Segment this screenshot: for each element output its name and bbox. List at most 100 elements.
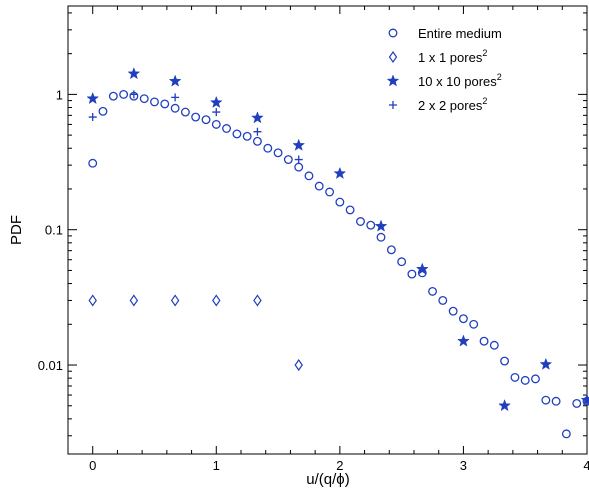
circle-marker — [469, 319, 479, 329]
legend-label-superscript: 2 — [482, 96, 487, 106]
circle-marker — [428, 286, 437, 296]
y-axis-title: PDF — [8, 215, 25, 245]
circle-marker — [170, 103, 180, 113]
circle-marker — [263, 143, 273, 153]
plus-marker — [294, 155, 303, 164]
diamond-marker — [170, 294, 180, 307]
circle-marker — [438, 296, 448, 305]
circle-marker — [294, 162, 304, 172]
circle-marker — [572, 398, 582, 408]
diamond-marker — [129, 294, 139, 307]
circle-marker — [211, 119, 221, 129]
legend-plus-marker — [389, 101, 397, 109]
circle-marker — [98, 106, 108, 116]
circle-marker — [304, 171, 314, 181]
star-marker — [251, 111, 264, 124]
y-tick-label: 0.1 — [45, 223, 63, 238]
star-marker — [539, 357, 553, 370]
circle-marker — [458, 314, 468, 324]
legend-label-text: 10 x 10 pores — [418, 74, 497, 89]
circle-marker — [314, 181, 324, 191]
circle-marker — [531, 374, 540, 384]
diamond-marker — [253, 294, 262, 307]
circle-marker — [222, 124, 231, 133]
circle-marker — [500, 356, 510, 366]
star-marker — [127, 67, 141, 80]
star-marker — [580, 393, 589, 406]
circle-marker — [397, 257, 407, 267]
legend-label-text: Entire medium — [418, 26, 502, 41]
circle-marker — [108, 91, 118, 101]
axis-ticks — [67, 6, 588, 454]
y-tick-label: 0.01 — [38, 358, 63, 373]
diamond-marker — [88, 294, 97, 307]
tick-labels: 0 1 2 3 4 0.01 0.1 1 — [38, 87, 589, 473]
circle-marker — [88, 158, 98, 168]
plot-frame — [67, 5, 588, 455]
circle-marker — [325, 187, 335, 197]
circle-marker — [366, 220, 376, 230]
x-tick-label: 1 — [213, 458, 220, 473]
circle-marker — [376, 232, 386, 242]
legend-label-superscript: 2 — [497, 72, 502, 82]
star-marker — [168, 74, 182, 87]
x-tick-label: 4 — [583, 458, 589, 473]
circle-marker — [139, 94, 149, 104]
plus-marker — [129, 90, 138, 99]
legend-star-marker — [386, 74, 400, 87]
circle-marker — [520, 375, 530, 385]
circle-marker — [541, 395, 551, 405]
star-marker — [333, 166, 347, 179]
circle-marker — [252, 136, 262, 146]
legend-label-text: 1 x 1 pores — [418, 50, 483, 65]
circle-marker — [180, 107, 190, 117]
legend-label: 10 x 10 pores2 — [418, 72, 502, 89]
x-tick-label: 3 — [460, 458, 467, 473]
y-tick-label: 1 — [56, 87, 63, 102]
circle-marker — [510, 372, 520, 382]
circle-marker — [242, 131, 252, 141]
x-axis-title: u/(q/ϕ) — [306, 471, 349, 488]
legend-label-superscript: 2 — [482, 48, 487, 58]
circle-marker — [119, 89, 129, 99]
circle-marker — [232, 129, 242, 139]
circle-marker — [191, 112, 201, 122]
star-marker — [86, 91, 100, 105]
circle-marker — [345, 205, 355, 215]
star-marker — [457, 334, 470, 347]
star-marker — [498, 399, 511, 412]
legend-circle-marker — [388, 28, 398, 38]
star-marker — [292, 138, 306, 151]
circle-marker — [479, 336, 489, 346]
star-marker — [415, 262, 429, 275]
circle-marker — [551, 396, 561, 406]
circle-marker — [386, 245, 396, 255]
circle-marker — [448, 306, 458, 316]
circle-marker — [335, 197, 345, 207]
circle-marker — [489, 340, 499, 350]
circle-marker — [283, 155, 293, 164]
x-tick-label: 2 — [336, 458, 343, 473]
x-tick-label: 0 — [89, 458, 96, 473]
plus-marker — [171, 93, 180, 102]
circle-marker — [273, 148, 283, 158]
star-marker — [209, 95, 223, 109]
legend-label-text: 2 x 2 pores — [418, 98, 483, 113]
data-markers — [86, 67, 589, 439]
star-marker — [374, 219, 388, 232]
legend-label: Entire medium — [418, 26, 502, 41]
circle-marker — [160, 99, 170, 109]
circle-marker — [150, 97, 159, 107]
diamond-marker — [212, 294, 221, 307]
circle-marker — [356, 217, 365, 226]
legend-label: 2 x 2 pores2 — [418, 96, 487, 113]
circle-marker — [561, 429, 571, 439]
circle-marker — [201, 115, 211, 125]
diamond-marker — [294, 358, 303, 372]
plus-marker — [253, 127, 262, 136]
legend-diamond-marker — [388, 50, 398, 64]
legend-label: 1 x 1 pores2 — [418, 48, 487, 65]
circle-marker — [407, 269, 417, 279]
